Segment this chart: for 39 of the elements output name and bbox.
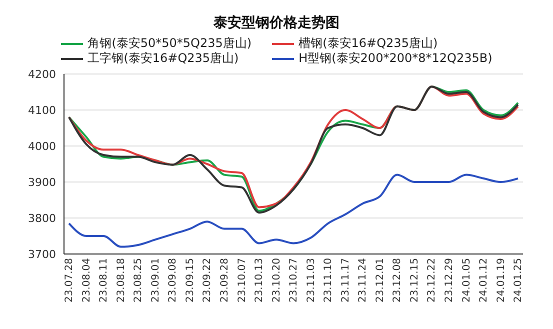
x-tick-label: 23.11.10 bbox=[323, 258, 334, 303]
x-tick-label: 23.11.24 bbox=[358, 258, 369, 303]
x-tick-label: 24.01.05 bbox=[461, 258, 472, 303]
x-tick-label: 24.01.12 bbox=[478, 258, 490, 303]
x-tick-label: 23.11.17 bbox=[340, 258, 352, 303]
x-tick-label: 23.10.20 bbox=[271, 258, 282, 303]
x-tick-label: 23.08.11 bbox=[98, 258, 110, 303]
x-tick-label: 24.01.25 bbox=[513, 258, 524, 303]
x-tick-label: 23.10.27 bbox=[288, 258, 300, 303]
x-tick-label: 23.12.15 bbox=[409, 258, 420, 303]
chart-title: 泰安型钢价格走势图 bbox=[212, 14, 340, 32]
x-tick-label: 23.12.29 bbox=[444, 258, 456, 303]
x-tick-label: 23.11.03 bbox=[306, 258, 317, 303]
y-tick-label: 4000 bbox=[28, 140, 56, 153]
y-tick-label: 4200 bbox=[28, 68, 56, 81]
x-tick-label: 23.08.25 bbox=[133, 258, 144, 303]
line-series bbox=[68, 174, 519, 248]
y-tick-label: 3700 bbox=[28, 248, 56, 261]
y-tick-label: 4100 bbox=[28, 104, 56, 117]
x-tick-label: 23.12.22 bbox=[426, 258, 438, 303]
x-tick-label: 23.12.08 bbox=[392, 258, 404, 303]
x-tick-label: 23.08.18 bbox=[116, 258, 127, 303]
x-tick-label: 23.10.07 bbox=[236, 258, 248, 303]
x-tick-label: 23.08.04 bbox=[81, 258, 92, 303]
y-tick-label: 3900 bbox=[28, 176, 56, 189]
legend-label: 工字钢(泰安16#Q235唐山) bbox=[88, 51, 239, 66]
x-tick-label: 23.09.28 bbox=[220, 258, 231, 303]
x-tick-label: 23.10.13 bbox=[254, 258, 266, 303]
x-tick-label: 23.07.28 bbox=[64, 258, 76, 303]
legend-label: H型钢(泰安200*200*8*12Q235B) bbox=[298, 51, 492, 66]
x-tick-label: 23.12.01 bbox=[374, 258, 386, 303]
legend-label: 槽钢(泰安16#Q235唐山) bbox=[298, 36, 438, 51]
y-tick-label: 3800 bbox=[28, 212, 56, 225]
x-tick-label: 23.09.01 bbox=[150, 258, 162, 303]
x-tick-label: 23.09.15 bbox=[184, 258, 196, 303]
x-tick-label: 23.09.08 bbox=[168, 258, 179, 303]
legend-label: 角钢(泰安50*50*5Q235唐山) bbox=[88, 36, 252, 51]
x-tick-label: 23.09.22 bbox=[202, 258, 214, 303]
x-tick-label: 24.01.19 bbox=[496, 258, 507, 303]
